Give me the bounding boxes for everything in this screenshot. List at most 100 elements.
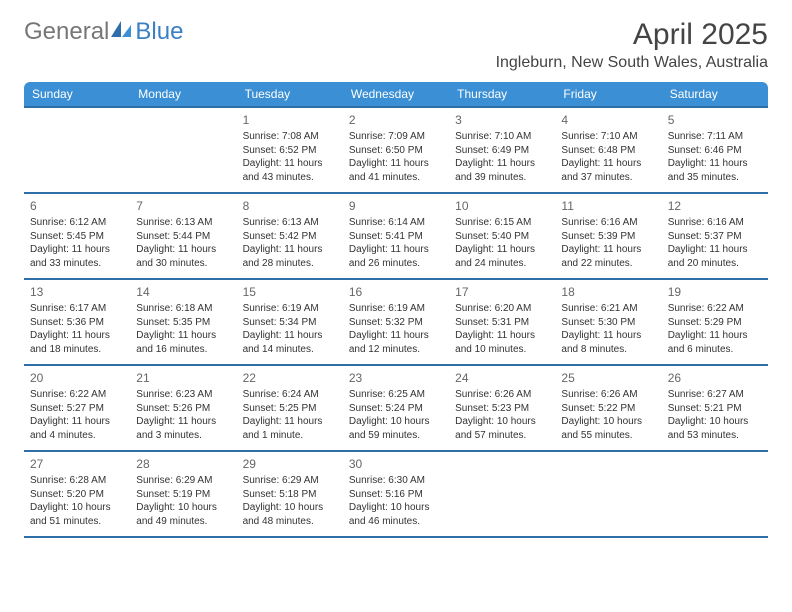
sunset-text: Sunset: 5:35 PM	[136, 316, 230, 330]
sunrise-text: Sunrise: 6:22 AM	[668, 302, 762, 316]
day-number: 8	[243, 198, 337, 214]
daylight-text: Daylight: 11 hours and 28 minutes.	[243, 243, 337, 270]
calendar-day: 9Sunrise: 6:14 AMSunset: 5:41 PMDaylight…	[343, 194, 449, 278]
sunrise-text: Sunrise: 7:10 AM	[455, 130, 549, 144]
daylight-text: Daylight: 10 hours and 49 minutes.	[136, 501, 230, 528]
dayhead-tuesday: Tuesday	[237, 82, 343, 106]
daylight-text: Daylight: 11 hours and 8 minutes.	[561, 329, 655, 356]
sunset-text: Sunset: 5:41 PM	[349, 230, 443, 244]
sunrise-text: Sunrise: 6:13 AM	[243, 216, 337, 230]
title-block: April 2025 Ingleburn, New South Wales, A…	[496, 18, 768, 72]
daylight-text: Daylight: 11 hours and 26 minutes.	[349, 243, 443, 270]
sunrise-text: Sunrise: 6:29 AM	[243, 474, 337, 488]
daylight-text: Daylight: 11 hours and 33 minutes.	[30, 243, 124, 270]
calendar-day: 13Sunrise: 6:17 AMSunset: 5:36 PMDayligh…	[24, 280, 130, 364]
sunset-text: Sunset: 5:21 PM	[668, 402, 762, 416]
page-title: April 2025	[496, 18, 768, 52]
sunrise-text: Sunrise: 6:30 AM	[349, 474, 443, 488]
calendar-day: 14Sunrise: 6:18 AMSunset: 5:35 PMDayligh…	[130, 280, 236, 364]
sunset-text: Sunset: 5:36 PM	[30, 316, 124, 330]
sunset-text: Sunset: 6:46 PM	[668, 144, 762, 158]
calendar-day: 26Sunrise: 6:27 AMSunset: 5:21 PMDayligh…	[662, 366, 768, 450]
daylight-text: Daylight: 11 hours and 20 minutes.	[668, 243, 762, 270]
daylight-text: Daylight: 11 hours and 30 minutes.	[136, 243, 230, 270]
sunset-text: Sunset: 5:23 PM	[455, 402, 549, 416]
sunset-text: Sunset: 5:25 PM	[243, 402, 337, 416]
calendar-day	[555, 452, 661, 536]
sunset-text: Sunset: 5:44 PM	[136, 230, 230, 244]
calendar-day: 28Sunrise: 6:29 AMSunset: 5:19 PMDayligh…	[130, 452, 236, 536]
day-number: 3	[455, 112, 549, 128]
sunrise-text: Sunrise: 6:21 AM	[561, 302, 655, 316]
sunrise-text: Sunrise: 6:19 AM	[243, 302, 337, 316]
sunrise-text: Sunrise: 7:10 AM	[561, 130, 655, 144]
sunset-text: Sunset: 5:31 PM	[455, 316, 549, 330]
calendar-day: 25Sunrise: 6:26 AMSunset: 5:22 PMDayligh…	[555, 366, 661, 450]
daylight-text: Daylight: 10 hours and 57 minutes.	[455, 415, 549, 442]
calendar-day: 18Sunrise: 6:21 AMSunset: 5:30 PMDayligh…	[555, 280, 661, 364]
sunset-text: Sunset: 5:39 PM	[561, 230, 655, 244]
calendar-day: 24 Sunrise: 6:26 AMSunset: 5:23 PMDayligh…	[449, 366, 555, 450]
sunrise-text: Sunrise: 6:26 AM	[455, 388, 549, 402]
day-number: 1	[243, 112, 337, 128]
day-number: 23	[349, 370, 443, 386]
calendar-week: 6Sunrise: 6:12 AMSunset: 5:45 PMDaylight…	[24, 194, 768, 280]
sunset-text: Sunset: 5:16 PM	[349, 488, 443, 502]
day-number: 12	[668, 198, 762, 214]
calendar-day: 1Sunrise: 7:08 AMSunset: 6:52 PMDaylight…	[237, 108, 343, 192]
calendar-week: 27Sunrise: 6:28 AMSunset: 5:20 PMDayligh…	[24, 452, 768, 538]
calendar-day: 3Sunrise: 7:10 AMSunset: 6:49 PMDaylight…	[449, 108, 555, 192]
calendar-body: 1Sunrise: 7:08 AMSunset: 6:52 PMDaylight…	[24, 106, 768, 538]
sunset-text: Sunset: 5:34 PM	[243, 316, 337, 330]
sunset-text: Sunset: 5:18 PM	[243, 488, 337, 502]
calendar-day: 6Sunrise: 6:12 AMSunset: 5:45 PMDaylight…	[24, 194, 130, 278]
sunrise-text: Sunrise: 6:22 AM	[30, 388, 124, 402]
calendar-day: 12Sunrise: 6:16 AMSunset: 5:37 PMDayligh…	[662, 194, 768, 278]
daylight-text: Daylight: 10 hours and 53 minutes.	[668, 415, 762, 442]
day-number: 15	[243, 284, 337, 300]
day-number: 24	[455, 370, 549, 386]
calendar-day: 23Sunrise: 6:25 AMSunset: 5:24 PMDayligh…	[343, 366, 449, 450]
day-number: 21	[136, 370, 230, 386]
calendar-day: 2Sunrise: 7:09 AMSunset: 6:50 PMDaylight…	[343, 108, 449, 192]
day-number: 9	[349, 198, 443, 214]
sunset-text: Sunset: 5:42 PM	[243, 230, 337, 244]
sail-icon	[111, 18, 133, 46]
daylight-text: Daylight: 10 hours and 59 minutes.	[349, 415, 443, 442]
calendar-day: 16Sunrise: 6:19 AMSunset: 5:32 PMDayligh…	[343, 280, 449, 364]
sunrise-text: Sunrise: 7:11 AM	[668, 130, 762, 144]
calendar-day: 29 Sunrise: 6:29 AMSunset: 5:18 PMDayligh…	[237, 452, 343, 536]
sunset-text: Sunset: 6:50 PM	[349, 144, 443, 158]
daylight-text: Daylight: 11 hours and 24 minutes.	[455, 243, 549, 270]
daylight-text: Daylight: 11 hours and 1 minute.	[243, 415, 337, 442]
day-number: 4	[561, 112, 655, 128]
calendar-day	[662, 452, 768, 536]
sunrise-text: Sunrise: 6:28 AM	[30, 474, 124, 488]
day-number: 29	[243, 456, 337, 472]
calendar-day: 4Sunrise: 7:10 AMSunset: 6:48 PMDaylight…	[555, 108, 661, 192]
sunset-text: Sunset: 5:26 PM	[136, 402, 230, 416]
day-number: 11	[561, 198, 655, 214]
daylight-text: Daylight: 10 hours and 51 minutes.	[30, 501, 124, 528]
calendar-day: 27Sunrise: 6:28 AMSunset: 5:20 PMDayligh…	[24, 452, 130, 536]
calendar-day: 5Sunrise: 7:11 AMSunset: 6:46 PMDaylight…	[662, 108, 768, 192]
sunrise-text: Sunrise: 6:12 AM	[30, 216, 124, 230]
dayhead-monday: Monday	[130, 82, 236, 106]
dayhead-thursday: Thursday	[449, 82, 555, 106]
calendar-week: 13Sunrise: 6:17 AMSunset: 5:36 PMDayligh…	[24, 280, 768, 366]
sunrise-text: Sunrise: 6:23 AM	[136, 388, 230, 402]
calendar-day: 17Sunrise: 6:20 AMSunset: 5:31 PMDayligh…	[449, 280, 555, 364]
logo-text-general: General	[24, 18, 109, 46]
sunrise-text: Sunrise: 6:29 AM	[136, 474, 230, 488]
daylight-text: Daylight: 11 hours and 10 minutes.	[455, 329, 549, 356]
day-number: 25	[561, 370, 655, 386]
daylight-text: Daylight: 11 hours and 14 minutes.	[243, 329, 337, 356]
calendar-day: 7Sunrise: 6:13 AMSunset: 5:44 PMDaylight…	[130, 194, 236, 278]
calendar-day: 30Sunrise: 6:30 AMSunset: 5:16 PMDayligh…	[343, 452, 449, 536]
sunrise-text: Sunrise: 6:25 AM	[349, 388, 443, 402]
sunset-text: Sunset: 5:22 PM	[561, 402, 655, 416]
day-number: 30	[349, 456, 443, 472]
daylight-text: Daylight: 10 hours and 48 minutes.	[243, 501, 337, 528]
day-number: 22	[243, 370, 337, 386]
daylight-text: Daylight: 11 hours and 12 minutes.	[349, 329, 443, 356]
